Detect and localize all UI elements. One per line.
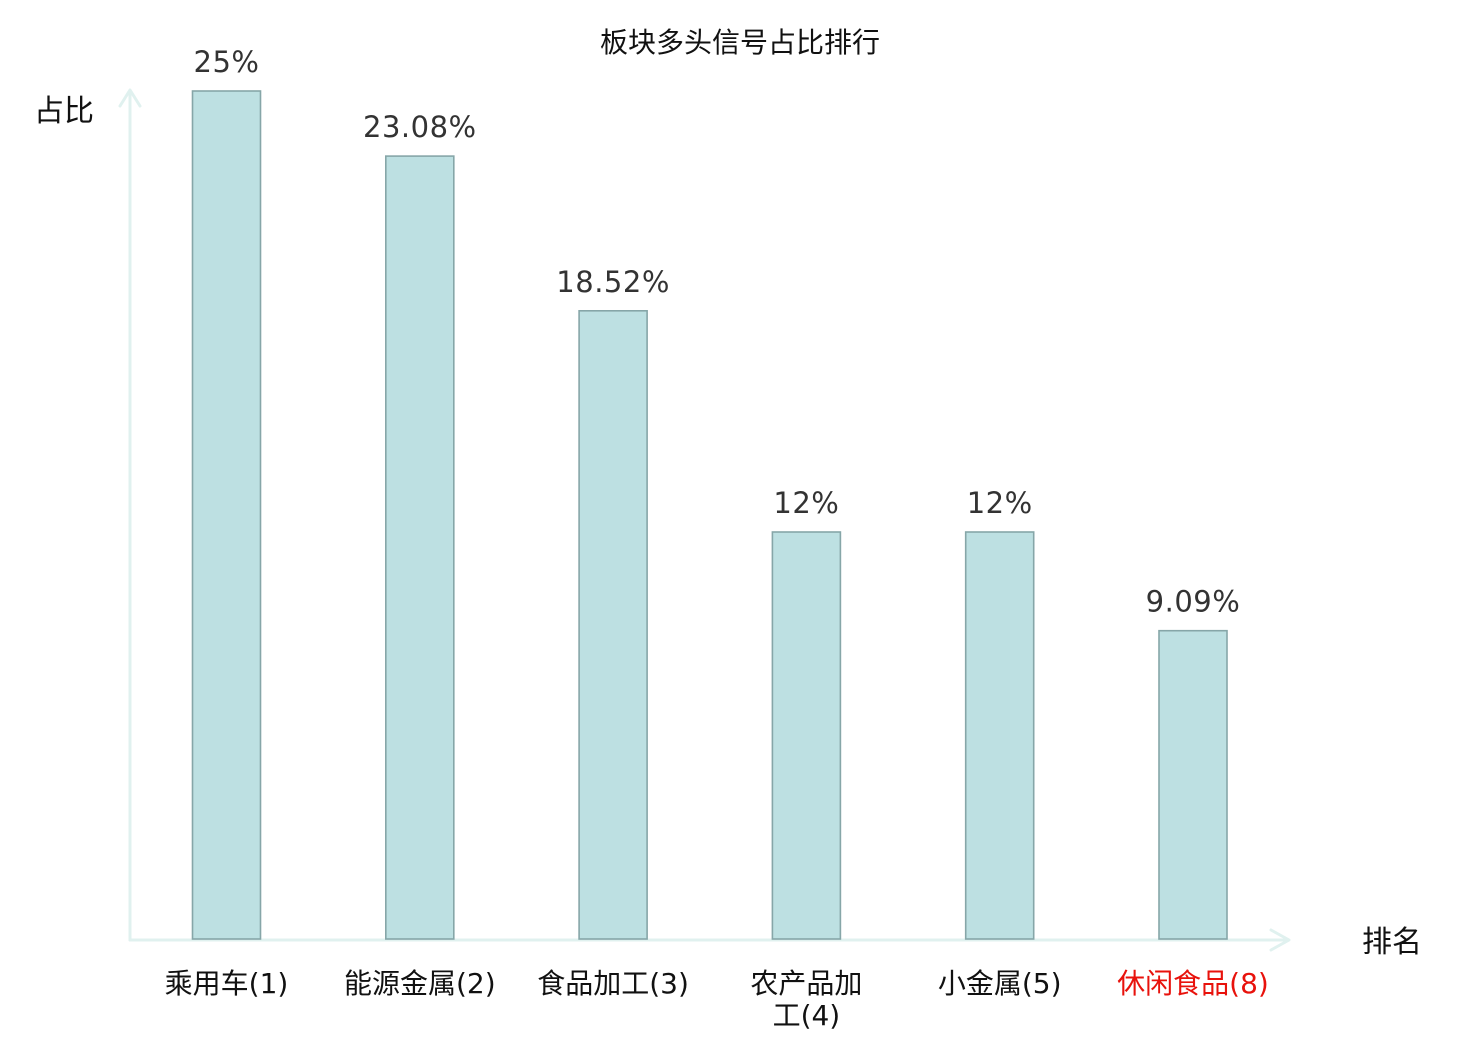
bar-value-label: 12%: [967, 486, 1033, 520]
bar-3: [578, 309, 648, 940]
category-tick-label: 乘用车(1): [165, 967, 289, 1000]
bar-value-label: 23.08%: [363, 110, 477, 144]
category-tick-label: 小金属(5): [938, 967, 1062, 1000]
value-labels-group: 25% 23.08% 18.52% 12% 12% 9.09%: [194, 45, 1241, 619]
x-axis-label: 排名: [1362, 925, 1422, 960]
bar-value-label: 18.52%: [556, 265, 670, 299]
bar-1: [191, 90, 262, 940]
bar-2: [384, 155, 455, 940]
bar-value-label: 9.09%: [1146, 585, 1241, 619]
y-axis-label: 占比: [34, 94, 94, 129]
category-tick-label: 工(4): [773, 999, 841, 1032]
category-tick-label: 食品加工(3): [537, 967, 689, 1000]
bar-6: [1158, 629, 1228, 940]
bar-value-label: 25%: [194, 45, 260, 79]
chart-title: 板块多头信号占比排行: [600, 26, 880, 59]
bars-group: [191, 90, 1228, 940]
bar-5: [964, 531, 1035, 940]
x-axis-arrow: [1269, 928, 1291, 952]
axes: [118, 88, 1291, 952]
bar-4: [771, 531, 842, 940]
category-tick-label: 农产品加: [750, 967, 862, 1000]
category-tick-label-highlighted: 休闲食品(8): [1117, 967, 1269, 1000]
bar-value-label: 12%: [773, 486, 839, 520]
category-tick-label: 能源金属(2): [344, 967, 496, 1000]
y-axis-arrow: [118, 88, 142, 108]
